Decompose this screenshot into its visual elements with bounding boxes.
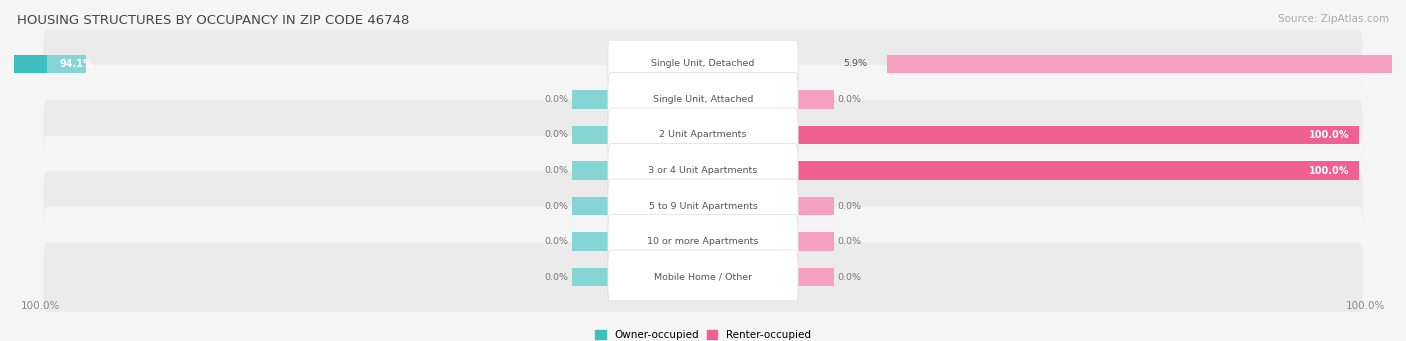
Legend: Owner-occupied, Renter-occupied: Owner-occupied, Renter-occupied	[591, 326, 815, 341]
Bar	[794, 268, 834, 286]
Bar	[572, 232, 612, 251]
FancyBboxPatch shape	[607, 108, 799, 162]
Text: 5 to 9 Unit Apartments: 5 to 9 Unit Apartments	[648, 202, 758, 210]
FancyBboxPatch shape	[607, 214, 799, 268]
FancyBboxPatch shape	[607, 250, 799, 304]
Bar	[794, 161, 887, 180]
Bar	[887, 55, 1406, 73]
Text: 0.0%: 0.0%	[544, 272, 568, 282]
FancyBboxPatch shape	[44, 136, 1362, 205]
Bar	[572, 90, 612, 109]
Text: Single Unit, Detached: Single Unit, Detached	[651, 59, 755, 69]
Bar	[572, 126, 612, 144]
Text: 94.1%: 94.1%	[60, 59, 94, 69]
FancyBboxPatch shape	[607, 73, 799, 127]
FancyBboxPatch shape	[44, 65, 1362, 134]
Bar	[794, 232, 834, 251]
Text: Source: ZipAtlas.com: Source: ZipAtlas.com	[1278, 14, 1389, 24]
Text: 0.0%: 0.0%	[544, 95, 568, 104]
Text: 0.0%: 0.0%	[838, 95, 862, 104]
Bar	[794, 126, 887, 144]
Bar	[794, 161, 1360, 180]
Text: HOUSING STRUCTURES BY OCCUPANCY IN ZIP CODE 46748: HOUSING STRUCTURES BY OCCUPANCY IN ZIP C…	[17, 14, 409, 27]
Bar	[794, 197, 834, 215]
Text: Mobile Home / Other: Mobile Home / Other	[654, 272, 752, 282]
Text: 100.0%: 100.0%	[21, 301, 60, 311]
Text: 100.0%: 100.0%	[1309, 165, 1350, 176]
Text: 3 or 4 Unit Apartments: 3 or 4 Unit Apartments	[648, 166, 758, 175]
Bar	[572, 197, 612, 215]
FancyBboxPatch shape	[44, 29, 1362, 99]
FancyBboxPatch shape	[607, 144, 799, 197]
FancyBboxPatch shape	[44, 242, 1362, 312]
Bar	[0, 55, 46, 73]
Text: 5.9%: 5.9%	[844, 59, 868, 69]
Text: 0.0%: 0.0%	[838, 202, 862, 210]
Text: 100.0%: 100.0%	[1346, 301, 1385, 311]
FancyBboxPatch shape	[607, 179, 799, 233]
Text: 0.0%: 0.0%	[544, 166, 568, 175]
FancyBboxPatch shape	[44, 171, 1362, 241]
Text: 0.0%: 0.0%	[544, 202, 568, 210]
Bar	[572, 161, 612, 180]
Text: 0.0%: 0.0%	[838, 237, 862, 246]
FancyBboxPatch shape	[44, 207, 1362, 276]
Text: 2 Unit Apartments: 2 Unit Apartments	[659, 131, 747, 139]
Bar	[0, 55, 86, 73]
Text: 0.0%: 0.0%	[838, 272, 862, 282]
Text: Single Unit, Attached: Single Unit, Attached	[652, 95, 754, 104]
FancyBboxPatch shape	[44, 100, 1362, 170]
Text: 0.0%: 0.0%	[544, 131, 568, 139]
Text: 0.0%: 0.0%	[544, 237, 568, 246]
Bar	[794, 126, 1360, 144]
FancyBboxPatch shape	[607, 37, 799, 91]
Bar	[572, 268, 612, 286]
Bar	[794, 90, 834, 109]
Text: 10 or more Apartments: 10 or more Apartments	[647, 237, 759, 246]
Text: 100.0%: 100.0%	[1309, 130, 1350, 140]
Bar	[742, 55, 794, 73]
